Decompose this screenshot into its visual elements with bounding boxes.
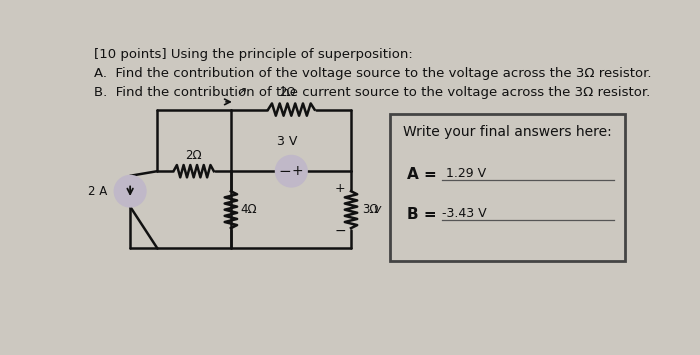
Text: B.  Find the contribution of the current source to the voltage across the 3Ω res: B. Find the contribution of the current … (94, 87, 650, 99)
Text: −: − (335, 224, 346, 238)
Text: A.  Find the contribution of the voltage source to the voltage across the 3Ω res: A. Find the contribution of the voltage … (94, 67, 651, 80)
Text: 2Ω: 2Ω (279, 86, 296, 99)
Text: 4Ω: 4Ω (240, 203, 257, 216)
Text: +: + (335, 182, 346, 195)
Text: Write your final answers here:: Write your final answers here: (402, 125, 612, 139)
Text: A =: A = (407, 166, 437, 181)
Text: −: − (279, 164, 291, 179)
Text: 2Ω: 2Ω (186, 149, 202, 162)
Text: 3 V: 3 V (277, 135, 297, 148)
Text: v: v (372, 203, 380, 216)
Circle shape (276, 156, 307, 187)
Text: +: + (292, 164, 303, 178)
Text: ↗: ↗ (237, 87, 246, 97)
Text: B =: B = (407, 207, 436, 222)
FancyBboxPatch shape (390, 114, 624, 261)
Text: -3.43 V: -3.43 V (442, 207, 487, 220)
Text: 3Ω: 3Ω (362, 203, 378, 216)
Text: [10 points] Using the principle of superposition:: [10 points] Using the principle of super… (94, 48, 412, 61)
Text: 2 A: 2 A (88, 185, 107, 198)
Text: 1.29 V: 1.29 V (446, 166, 486, 180)
Circle shape (115, 176, 146, 207)
